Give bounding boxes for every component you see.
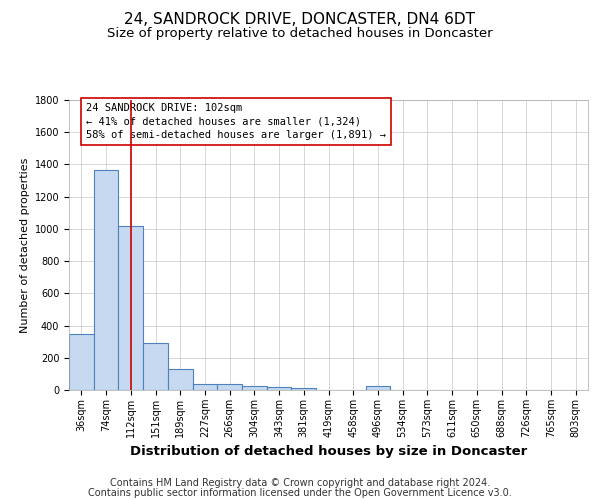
Bar <box>94 170 118 390</box>
Text: Size of property relative to detached houses in Doncaster: Size of property relative to detached ho… <box>107 28 493 40</box>
Text: Contains HM Land Registry data © Crown copyright and database right 2024.: Contains HM Land Registry data © Crown c… <box>110 478 490 488</box>
Bar <box>292 388 316 390</box>
Bar <box>365 386 390 390</box>
Y-axis label: Number of detached properties: Number of detached properties <box>20 158 31 332</box>
Text: 24, SANDROCK DRIVE, DONCASTER, DN4 6DT: 24, SANDROCK DRIVE, DONCASTER, DN4 6DT <box>125 12 476 28</box>
Text: Contains public sector information licensed under the Open Government Licence v3: Contains public sector information licen… <box>88 488 512 498</box>
Bar <box>242 386 267 390</box>
Bar <box>69 334 94 390</box>
Text: 24 SANDROCK DRIVE: 102sqm
← 41% of detached houses are smaller (1,324)
58% of se: 24 SANDROCK DRIVE: 102sqm ← 41% of detac… <box>86 103 386 140</box>
Bar <box>193 384 217 390</box>
Bar <box>143 344 168 390</box>
Bar <box>118 226 143 390</box>
X-axis label: Distribution of detached houses by size in Doncaster: Distribution of detached houses by size … <box>130 446 527 458</box>
Bar <box>267 387 292 390</box>
Bar <box>168 369 193 390</box>
Bar <box>217 384 242 390</box>
